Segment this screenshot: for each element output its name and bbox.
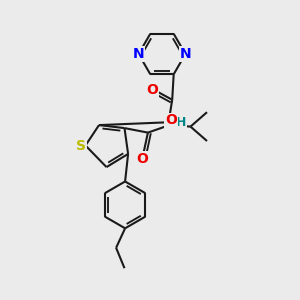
- Text: O: O: [146, 83, 158, 97]
- Text: N: N: [133, 47, 144, 61]
- Text: S: S: [76, 139, 86, 152]
- Text: O: O: [165, 113, 177, 127]
- Text: N: N: [180, 47, 191, 61]
- Text: H: H: [176, 116, 186, 129]
- Text: N: N: [164, 115, 176, 129]
- Text: O: O: [136, 152, 148, 166]
